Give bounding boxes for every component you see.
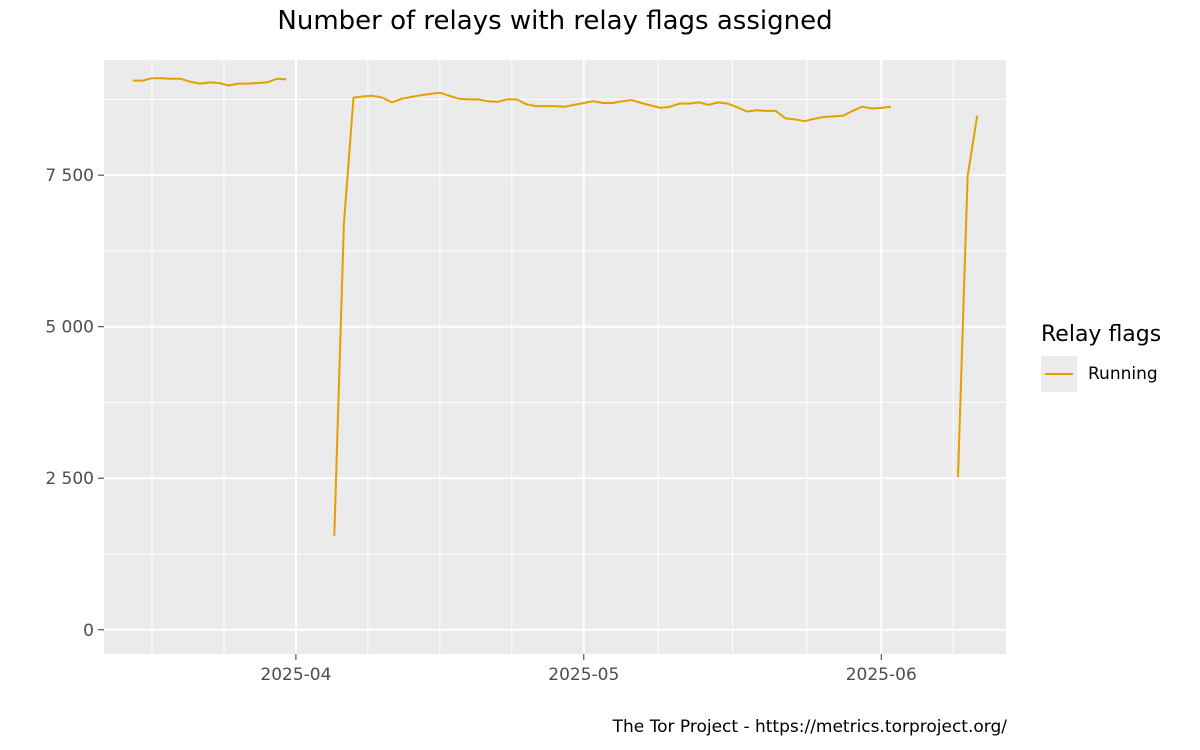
x-tick-label: 2025-04 [260,665,331,685]
y-tick-label: 5 000 [45,318,94,338]
series-line-running [333,91,892,536]
series-line-running [132,77,287,87]
y-tick-label: 0 [83,621,94,641]
legend-title: Relay flags [1041,322,1162,347]
x-tick-label: 2025-06 [846,665,917,685]
y-tick-label: 2 500 [45,469,94,489]
legend-label-running: Running [1088,364,1158,384]
y-tick-label: 7 500 [45,166,94,186]
series-layer [132,77,979,536]
major-gridlines [104,60,1006,654]
minor-gridlines [104,60,1006,654]
legend-key-running [1041,356,1077,392]
axis-layer: 0 2 500 5 000 7 500 2025-04 2025-05 2025-06 [45,166,916,685]
series-line-running [957,115,979,478]
chart-title: Number of relays with relay flags assign… [277,6,833,36]
source-caption: The Tor Project - https://metrics.torpro… [612,717,1007,737]
x-tick-label: 2025-05 [548,665,619,685]
plot-panel [104,60,1006,654]
legend-line-running [1045,373,1073,375]
